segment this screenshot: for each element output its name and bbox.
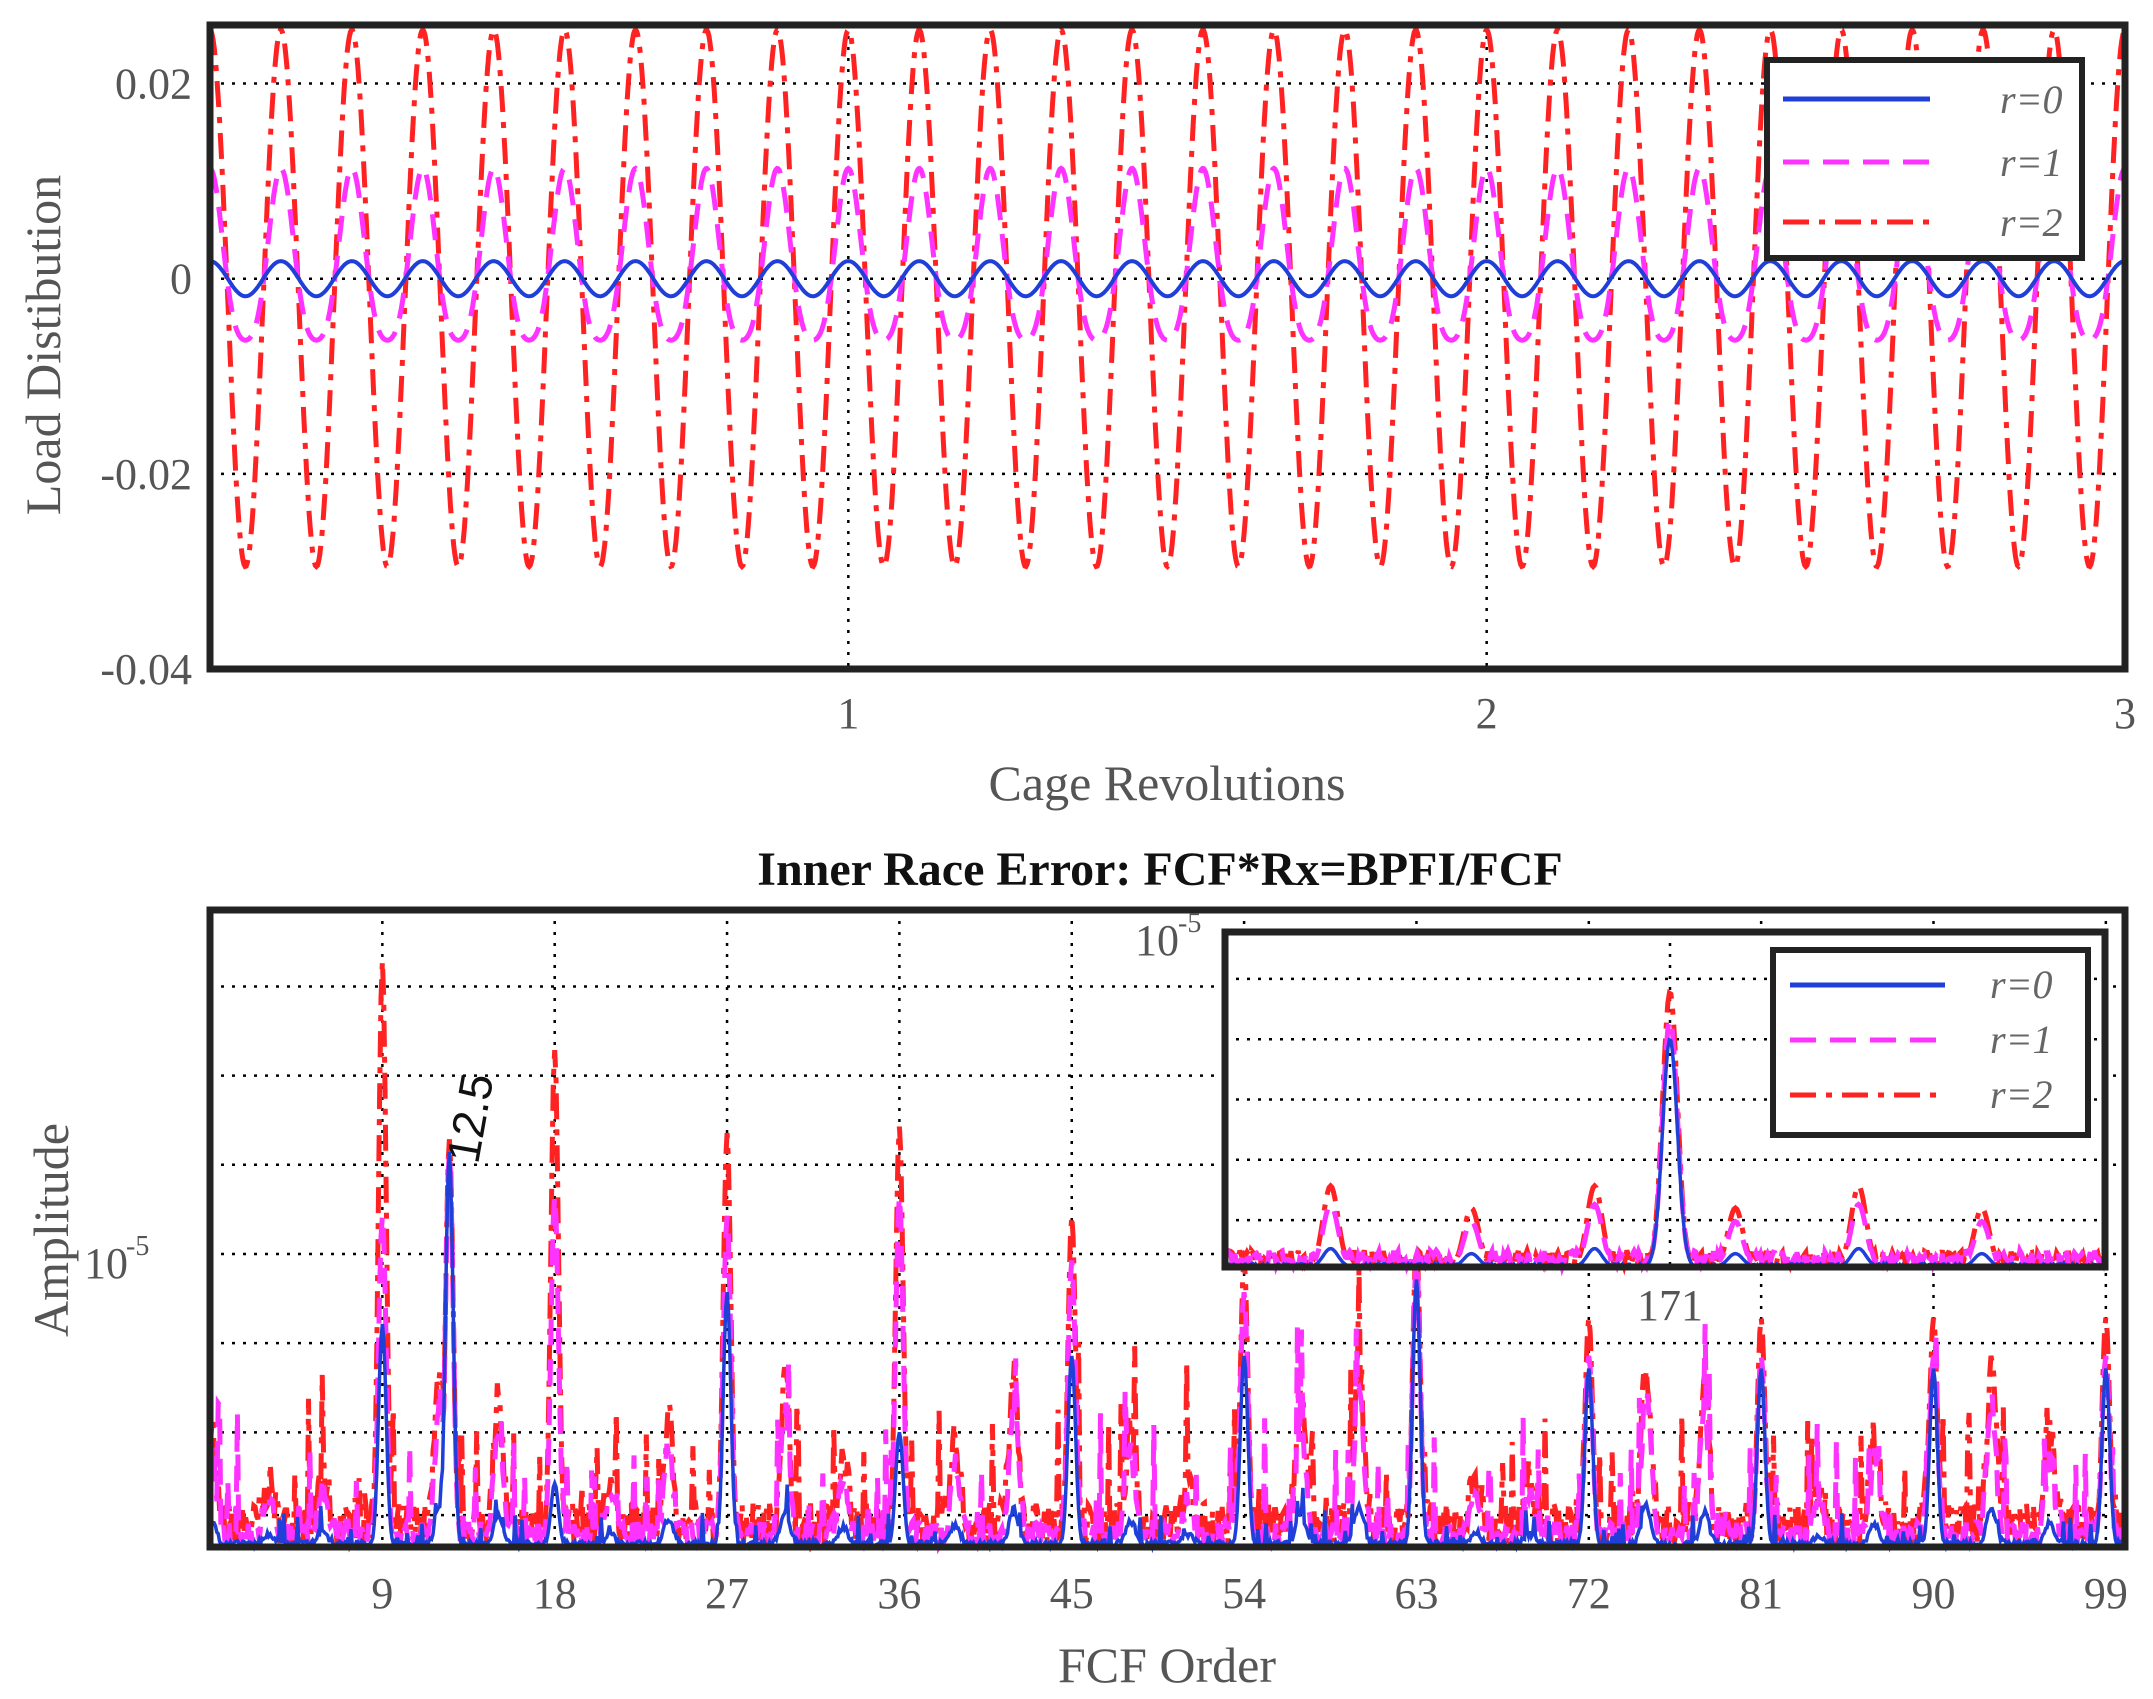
bottom-xtick-90: 90 (1912, 1569, 1956, 1618)
top-y-axis-label: Load Distibution (15, 175, 71, 515)
bottom-xtick-81: 81 (1739, 1569, 1783, 1618)
inset-panel: 10 -5 171 r=0 r=1 r=2 (1135, 908, 2109, 1330)
inset-ytick-base: 10 (1135, 916, 1179, 965)
top-series-r1 (208, 165, 2127, 343)
bottom-title: Inner Race Error: FCF*Rx=BPFI/FCF (757, 843, 1562, 896)
top-legend: r=0 r=1 r=2 (1764, 57, 2085, 261)
bottom-y-axis-label: Amplitude (23, 1123, 79, 1337)
top-ytick--0.02: -0.02 (100, 450, 192, 499)
top-xtick-2: 2 (1476, 689, 1498, 738)
bottom-xtick-18: 18 (533, 1569, 577, 1618)
bottom-xtick-99: 99 (2084, 1569, 2128, 1618)
bottom-xtick-36: 36 (877, 1569, 921, 1618)
bottom-xtick-27: 27 (705, 1569, 749, 1618)
top-series-r0 (209, 259, 2126, 299)
bottom-ytick-base: 10 (84, 1239, 128, 1288)
bottom-series-r1 (207, 1151, 2128, 1556)
top-plot-frame (206, 21, 2129, 673)
inset-frame (1221, 928, 2109, 1271)
top-series-r2 (208, 26, 2127, 571)
bottom-xtick-54: 54 (1222, 1569, 1266, 1618)
bottom-ytick-exp: -5 (126, 1231, 149, 1262)
top-xtick-3: 3 (2114, 689, 2136, 738)
inset-legend-r2: r=2 (1990, 1072, 2053, 1117)
bottom-xtick-45: 45 (1050, 1569, 1094, 1618)
top-tick-labels: 1 2 3 0.02 0 -0.02 -0.04 (100, 60, 2136, 738)
bottom-panel: Inner Race Error: FCF*Rx=BPFI/FCF 9 18 27 3… (23, 843, 2129, 1693)
top-ytick--0.04: -0.04 (100, 645, 192, 694)
top-xtick-1: 1 (837, 689, 859, 738)
top-series (208, 26, 2127, 571)
inset-legend: r=0 r=1 r=2 (1770, 947, 2091, 1138)
top-legend-r1: r=1 (2000, 140, 2063, 185)
top-panel: 1 2 3 0.02 0 -0.02 -0.04 Cage Revolutions Load… (15, 21, 2136, 811)
top-ytick-0: 0 (170, 255, 192, 304)
inset-ytick-exp: -5 (1178, 908, 1201, 939)
inset-legend-r1: r=1 (1990, 1017, 2053, 1062)
top-legend-r2: r=2 (2000, 200, 2063, 245)
inset-legend-r0: r=0 (1990, 962, 2053, 1007)
bottom-x-axis-label: FCF Order (1058, 1637, 1276, 1693)
top-x-axis-label: Cage Revolutions (989, 755, 1346, 811)
top-legend-r0: r=0 (2000, 77, 2063, 122)
bottom-plot-frame (206, 906, 2129, 1551)
bottom-tick-labels: 9 18 27 36 45 54 63 72 81 90 99 (371, 1569, 2128, 1618)
inset-xtick-171: 171 (1637, 1281, 1703, 1330)
bottom-xtick-72: 72 (1567, 1569, 1611, 1618)
bottom-xtick-9: 9 (371, 1569, 393, 1618)
top-ytick-0.02: 0.02 (115, 60, 192, 109)
bottom-xtick-63: 63 (1394, 1569, 1438, 1618)
